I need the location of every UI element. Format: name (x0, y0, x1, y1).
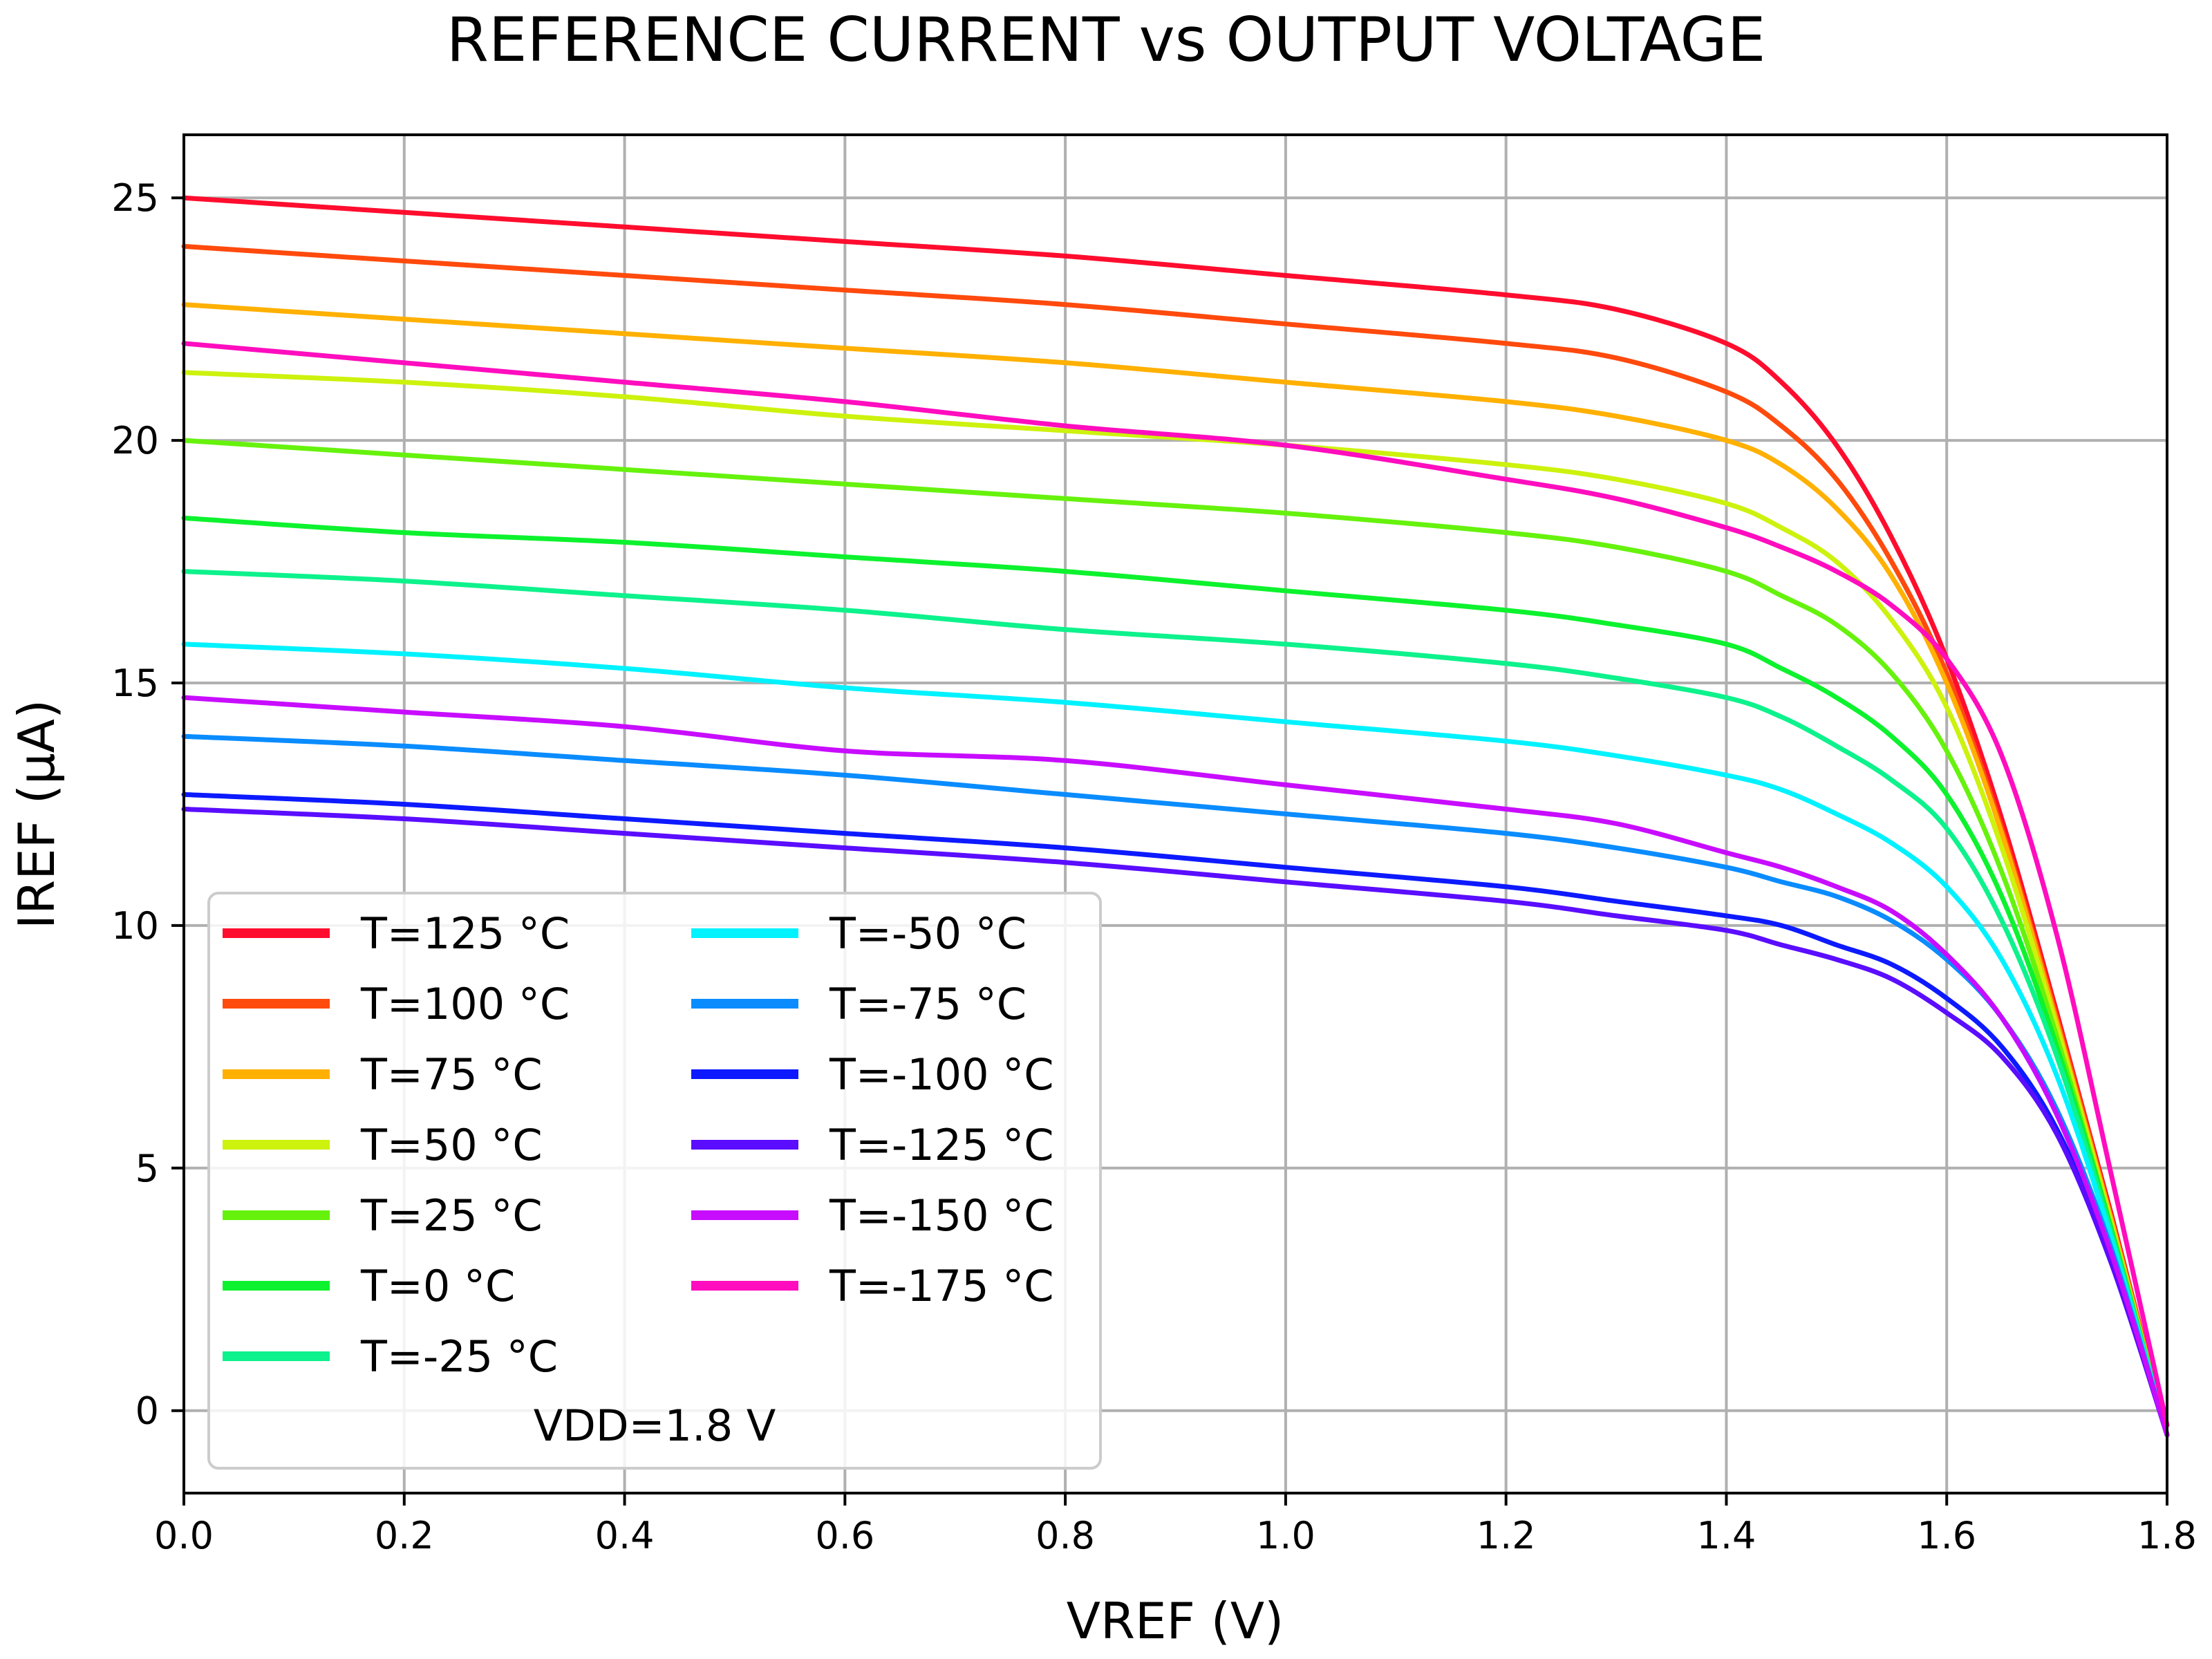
x-tick-label: 0.0 (154, 1514, 214, 1557)
y-tick-label: 15 (111, 662, 159, 705)
legend-entry-label: T=0 °C (360, 1261, 515, 1311)
series-line-4 (181, 438, 2170, 1438)
series-line-3 (181, 370, 2170, 1438)
x-tick-label: 0.4 (595, 1514, 655, 1557)
series-line-6 (181, 569, 2170, 1438)
legend-entry-label: T=25 °C (360, 1190, 543, 1241)
legend-entry-label: T=100 °C (360, 979, 570, 1029)
legend-box (207, 892, 1102, 1470)
y-tick-label: 0 (135, 1389, 159, 1433)
y-tick-label: 5 (135, 1147, 159, 1190)
series-line-7 (181, 641, 2170, 1438)
x-tick-label: 1.8 (2137, 1514, 2197, 1557)
series-line-10 (181, 807, 2170, 1438)
x-tick-label: 0.2 (375, 1514, 434, 1557)
y-tick-label: 20 (111, 419, 159, 462)
x-tick-label: 0.8 (1035, 1514, 1095, 1557)
series-lines (181, 195, 2170, 1438)
y-tick-label: 25 (111, 176, 159, 220)
legend-entry-label: T=50 °C (360, 1120, 543, 1170)
y-tick-label: 10 (111, 904, 159, 948)
legend-annotation: VDD=1.8 V (534, 1400, 776, 1451)
legend-entry-label: T=-25 °C (360, 1331, 558, 1382)
legend-entry-label: T=-150 °C (829, 1190, 1054, 1241)
series-line-11 (181, 695, 2170, 1438)
x-axis-label: VREF (V) (1067, 1592, 1284, 1650)
x-tick-label: 1.4 (1696, 1514, 1756, 1557)
x-tick-label: 1.0 (1256, 1514, 1315, 1557)
plot-frame (182, 133, 2168, 1494)
legend-entry-label: T=-175 °C (829, 1261, 1054, 1311)
x-tick-label: 0.6 (815, 1514, 874, 1557)
legend-entry-label: T=-100 °C (829, 1049, 1054, 1100)
legend-entry-label: T=-75 °C (829, 979, 1027, 1029)
legend: VDD=1.8 V T=125 °C T=100 °C T=75 °C T=50 °C… (207, 892, 1102, 1470)
x-tick-label: 1.6 (1917, 1514, 1976, 1557)
axis-ticks: 0.0 0.2 0.4 0.6 0.8 1.0 1.2 1.4 1.6 1.8 0 5 10 15 20 25 (111, 176, 2197, 1557)
series-line-9 (181, 791, 2170, 1438)
x-tick-label: 1.2 (1477, 1514, 1536, 1557)
series-line-5 (181, 515, 2170, 1438)
legend-entry-label: T=125 °C (360, 908, 570, 959)
legend-entry-label: T=-125 °C (829, 1120, 1054, 1170)
legend-entry-label: T=-50 °C (829, 908, 1027, 959)
chart-title: REFERENCE CURRENT vs OUTPUT VOLTAGE (447, 4, 1766, 75)
y-axis-label: IREF (µA) (8, 700, 66, 929)
series-line-12 (181, 341, 2170, 1428)
legend-entry-label: T=75 °C (360, 1049, 543, 1100)
